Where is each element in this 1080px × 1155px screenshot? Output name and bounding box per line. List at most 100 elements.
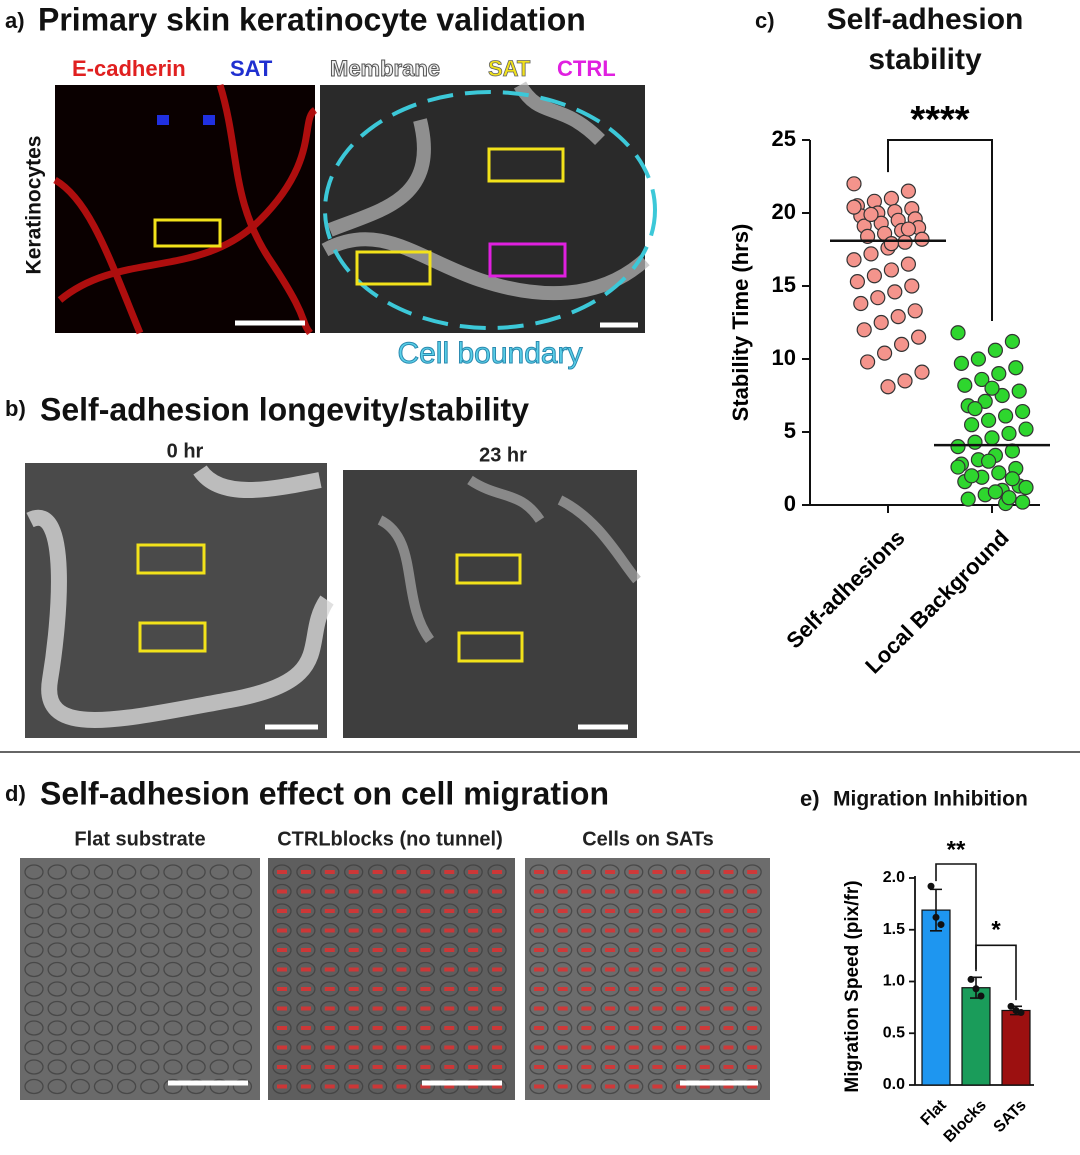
block-texture	[652, 1045, 663, 1050]
cell-texture	[47, 981, 67, 997]
legend-text: E-cadherin	[72, 56, 186, 81]
data-point	[897, 234, 913, 250]
cell-texture	[116, 864, 137, 880]
block-texture	[628, 948, 639, 952]
block-texture	[396, 1045, 407, 1050]
cell-texture	[344, 1078, 364, 1095]
cell-texture	[320, 922, 340, 939]
cell-texture	[209, 981, 229, 997]
cell-texture	[320, 1000, 340, 1017]
cell-texture	[671, 922, 691, 939]
cell-texture	[24, 864, 44, 880]
cell-texture	[553, 1039, 573, 1056]
block-texture	[557, 889, 568, 894]
cell-texture	[163, 942, 183, 958]
data-point	[1004, 471, 1021, 487]
data-point	[991, 465, 1007, 481]
data-point	[1011, 383, 1027, 399]
block-texture	[652, 870, 663, 874]
block-texture	[492, 948, 503, 952]
data-point	[950, 325, 966, 341]
cell-texture	[47, 961, 67, 978]
cell-texture	[209, 922, 229, 939]
cell-texture	[232, 961, 253, 978]
block-texture	[699, 987, 710, 991]
block-texture	[628, 967, 639, 972]
block-texture	[324, 1065, 335, 1069]
block-texture	[444, 909, 455, 913]
block-texture	[396, 987, 407, 991]
cell-texture	[163, 981, 183, 997]
cell-texture	[487, 883, 507, 900]
cell-texture	[718, 883, 739, 900]
cell-texture	[718, 981, 739, 997]
cell-texture	[116, 961, 137, 978]
cell-texture	[463, 1059, 483, 1075]
cell-texture	[695, 961, 715, 978]
data-point	[900, 221, 917, 237]
block-texture	[444, 1026, 455, 1030]
cell-texture	[439, 903, 459, 919]
cell-texture	[463, 1000, 483, 1017]
cell-texture	[529, 903, 549, 919]
cell-texture	[553, 981, 573, 997]
block-texture	[396, 928, 407, 933]
block-texture	[605, 928, 616, 933]
block-texture	[723, 1006, 734, 1011]
block-texture	[676, 948, 687, 952]
legend-text: Membrane	[330, 56, 440, 81]
block-texture	[372, 870, 383, 874]
cell-texture	[463, 1020, 483, 1036]
block-texture	[581, 870, 592, 874]
cell-texture	[232, 1000, 253, 1017]
cell-texture	[415, 1059, 436, 1075]
cell-texture	[671, 1078, 691, 1095]
cell-texture	[529, 1059, 549, 1075]
block-texture	[628, 928, 639, 933]
cell-texture	[671, 1059, 691, 1075]
cell-texture	[140, 1020, 160, 1036]
block-texture	[444, 889, 455, 894]
data-point	[963, 468, 980, 484]
block-texture	[699, 1084, 710, 1089]
x-tick-label: Blocks	[941, 1097, 990, 1146]
cell-texture	[600, 864, 620, 880]
cell-texture	[600, 1039, 620, 1056]
image-caption: 0 hr	[167, 440, 204, 462]
cell-texture	[742, 1078, 762, 1095]
block-texture	[747, 987, 758, 991]
block-texture	[444, 948, 455, 952]
cell-texture	[232, 1020, 253, 1036]
data-point	[846, 176, 862, 192]
data-point	[950, 459, 966, 475]
block-texture	[468, 928, 479, 933]
cell-texture	[463, 981, 483, 997]
cell-texture	[367, 1078, 388, 1095]
block-texture	[300, 1065, 311, 1069]
block-texture	[277, 1026, 287, 1030]
panel-label: c)	[755, 8, 775, 33]
cell-texture	[93, 942, 114, 958]
image-caption: Flat substrate	[74, 828, 205, 850]
cell-texture	[742, 1000, 762, 1017]
data-point	[866, 268, 883, 284]
cell-texture	[600, 961, 620, 978]
block-texture	[557, 1045, 568, 1050]
cell-texture	[718, 942, 739, 958]
block-texture	[699, 967, 710, 972]
cell-texture	[320, 1059, 340, 1075]
cell-texture	[24, 961, 44, 978]
block-texture	[277, 967, 287, 972]
block-texture	[628, 1006, 639, 1011]
cell-texture	[24, 1000, 44, 1017]
block-texture	[534, 1006, 544, 1011]
cell-texture	[296, 981, 316, 997]
block-texture	[324, 889, 335, 894]
cell-texture	[140, 1000, 160, 1017]
block-texture	[492, 1084, 503, 1089]
block-texture	[699, 928, 710, 933]
cell-texture	[576, 942, 597, 958]
block-texture	[348, 1026, 359, 1030]
block-texture	[396, 889, 407, 894]
